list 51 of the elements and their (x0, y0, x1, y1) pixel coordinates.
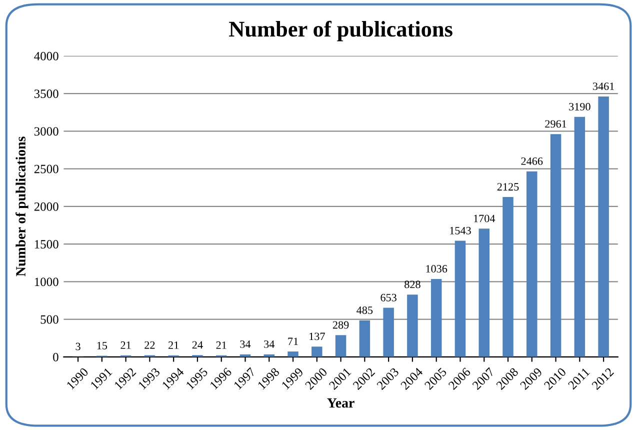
data-label: 1543 (450, 226, 471, 234)
bar (598, 96, 609, 357)
data-label: 3190 (569, 102, 590, 110)
y-axis-title: Number of publications (16, 136, 28, 276)
data-label: 2466 (521, 157, 543, 165)
y-tick-label: 500 (40, 315, 58, 324)
data-label: 3461 (592, 82, 614, 90)
bar (478, 228, 490, 357)
bar (312, 346, 322, 357)
data-label: 22 (144, 341, 155, 349)
data-label: 34 (264, 340, 275, 348)
chart-title: Number of publications (229, 20, 452, 42)
y-tick-label: 4000 (34, 52, 58, 60)
data-label: 21 (120, 341, 131, 349)
data-label: 289 (332, 321, 349, 329)
bar (526, 171, 538, 357)
data-label: 1704 (474, 214, 496, 222)
data-label: 828 (404, 280, 420, 288)
y-tick-label: 2000 (34, 202, 58, 211)
bar (288, 352, 298, 357)
bar (359, 320, 370, 357)
y-tick-label: 0 (53, 352, 58, 362)
y-tick-label: 1500 (34, 240, 58, 248)
data-label: 21 (216, 341, 226, 349)
y-tick-label: 2500 (34, 164, 58, 174)
data-label: 21 (168, 341, 178, 349)
data-label: 3 (76, 342, 80, 350)
bar (430, 278, 442, 357)
bar (502, 196, 514, 357)
y-tick-label: 3000 (34, 127, 58, 136)
data-label: 2125 (497, 183, 519, 191)
bar (335, 335, 346, 357)
y-tick-label: 3500 (34, 90, 58, 98)
x-tick-label: 1991 (90, 367, 112, 390)
bar (383, 308, 394, 357)
data-label: 34 (240, 340, 251, 348)
data-label: 2961 (545, 120, 566, 128)
x-tick-label: 2011 (568, 367, 590, 390)
bar (454, 240, 466, 357)
data-label: 653 (380, 294, 396, 302)
data-label: 15 (97, 342, 108, 350)
bar (550, 134, 562, 357)
data-label: 71 (288, 338, 298, 346)
bar (407, 294, 418, 357)
x-axis-title: Year (327, 398, 354, 408)
data-label: 1036 (426, 265, 448, 273)
data-label: 137 (310, 332, 325, 340)
data-label: 485 (356, 306, 373, 314)
y-tick-label: 1000 (34, 278, 58, 286)
bar (574, 116, 586, 357)
data-label: 24 (192, 341, 203, 349)
